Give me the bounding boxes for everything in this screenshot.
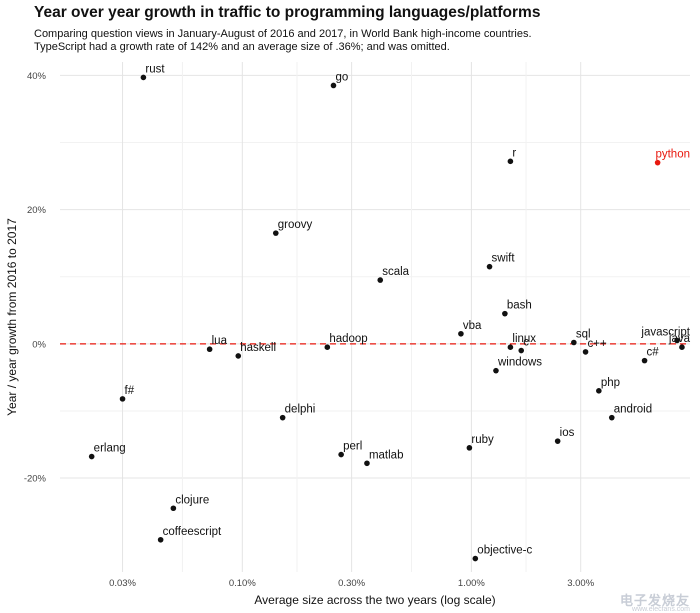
- point-windows: [493, 367, 499, 374]
- point-go: [330, 82, 337, 89]
- chart-subtitle-line-1: Comparing question views in January-Augu…: [34, 28, 532, 40]
- point-linux: [507, 344, 514, 350]
- x-tick-label: 0.03%: [109, 578, 136, 589]
- x-tick-label: 3.00%: [567, 578, 594, 589]
- point-lua: [206, 346, 213, 353]
- label-ruby: ruby: [471, 434, 494, 446]
- label-ios: ios: [560, 427, 575, 439]
- x-tick-label: 0.30%: [338, 578, 365, 589]
- y-tick-label: 0%: [32, 339, 46, 350]
- label-perl: perl: [343, 441, 362, 453]
- label-android: android: [614, 404, 652, 416]
- chart-title: Year over year growth in traffic to prog…: [34, 4, 541, 21]
- point-javascript: [674, 337, 680, 344]
- y-tick-label: -20%: [24, 474, 47, 485]
- label-r: r: [512, 147, 516, 159]
- label-groovy: groovy: [278, 219, 313, 231]
- label-f#: f#: [125, 385, 135, 397]
- label-windows: windows: [497, 357, 542, 369]
- point-haskell: [235, 353, 242, 359]
- x-tick-label: 1.00%: [458, 578, 485, 589]
- x-axis-title: Average size across the two years (log s…: [254, 593, 495, 607]
- point-ruby: [466, 445, 473, 451]
- point-coffeescript: [157, 536, 164, 543]
- x-tick-label: 0.10%: [229, 578, 256, 589]
- label-sql: sql: [576, 329, 591, 341]
- watermark-logo: 电子发烧友: [619, 593, 690, 608]
- label-php: php: [601, 377, 620, 389]
- point-c#: [641, 357, 648, 364]
- label-java: java: [668, 333, 691, 345]
- label-swift: swift: [492, 253, 516, 265]
- point-f#: [119, 396, 126, 402]
- label-c++: c++: [588, 338, 607, 350]
- point-clojure: [170, 505, 177, 512]
- watermark-url: www.elecfans.com: [632, 606, 690, 613]
- point-matlab: [364, 460, 370, 467]
- grid-lines: [60, 62, 690, 572]
- label-bash: bash: [507, 300, 532, 312]
- point-android: [608, 414, 615, 421]
- point-erlang: [88, 453, 95, 460]
- point-rust: [140, 74, 147, 81]
- point-hadoop: [324, 344, 331, 350]
- label-erlang: erlang: [94, 443, 126, 455]
- label-matlab: matlab: [369, 449, 404, 461]
- point-c++: [582, 349, 589, 355]
- point-perl: [338, 451, 344, 458]
- data-labels: rust go r python groovy swift scala bash vba sql j…: [94, 63, 691, 556]
- point-delphi: [279, 414, 286, 421]
- label-haskell: haskell: [240, 342, 276, 354]
- label-javascript: javascript: [640, 326, 690, 338]
- point-php: [596, 388, 602, 394]
- x-axis-ticks: 0.03% 0.10% 0.30% 1.00% 3.00%: [109, 578, 595, 589]
- point-bash: [502, 310, 508, 317]
- point-objective-c: [472, 555, 479, 562]
- point-swift: [486, 263, 493, 270]
- point-c: [518, 347, 525, 354]
- point-python: [654, 159, 661, 166]
- point-ios: [554, 438, 561, 444]
- label-python: python: [655, 149, 690, 161]
- y-tick-label: 20%: [27, 205, 47, 216]
- label-rust: rust: [145, 63, 165, 75]
- point-scala: [377, 277, 384, 283]
- data-points: [88, 74, 685, 562]
- y-tick-label: 40%: [27, 71, 47, 82]
- label-objective-c: objective-c: [477, 545, 532, 557]
- label-c#: c#: [647, 347, 660, 359]
- label-delphi: delphi: [285, 404, 316, 416]
- label-coffeescript: coffeescript: [163, 526, 222, 538]
- label-clojure: clojure: [175, 494, 209, 506]
- point-r: [507, 158, 514, 165]
- point-vba: [458, 330, 464, 337]
- y-axis-title: Year / year growth from 2016 to 2017: [5, 218, 19, 416]
- label-vba: vba: [463, 320, 482, 332]
- label-go: go: [335, 71, 348, 83]
- label-c: c: [523, 337, 529, 349]
- label-scala: scala: [382, 266, 409, 278]
- label-linux: linux: [512, 333, 536, 345]
- label-hadoop: hadoop: [329, 333, 367, 345]
- chart-subtitle-line-2: TypeScript had a growth rate of 142% and…: [34, 41, 450, 53]
- point-java: [679, 344, 685, 350]
- y-axis-ticks: -20% 0% 20% 40%: [24, 71, 47, 485]
- point-sql: [571, 339, 577, 346]
- label-lua: lua: [212, 335, 228, 347]
- point-groovy: [272, 230, 279, 236]
